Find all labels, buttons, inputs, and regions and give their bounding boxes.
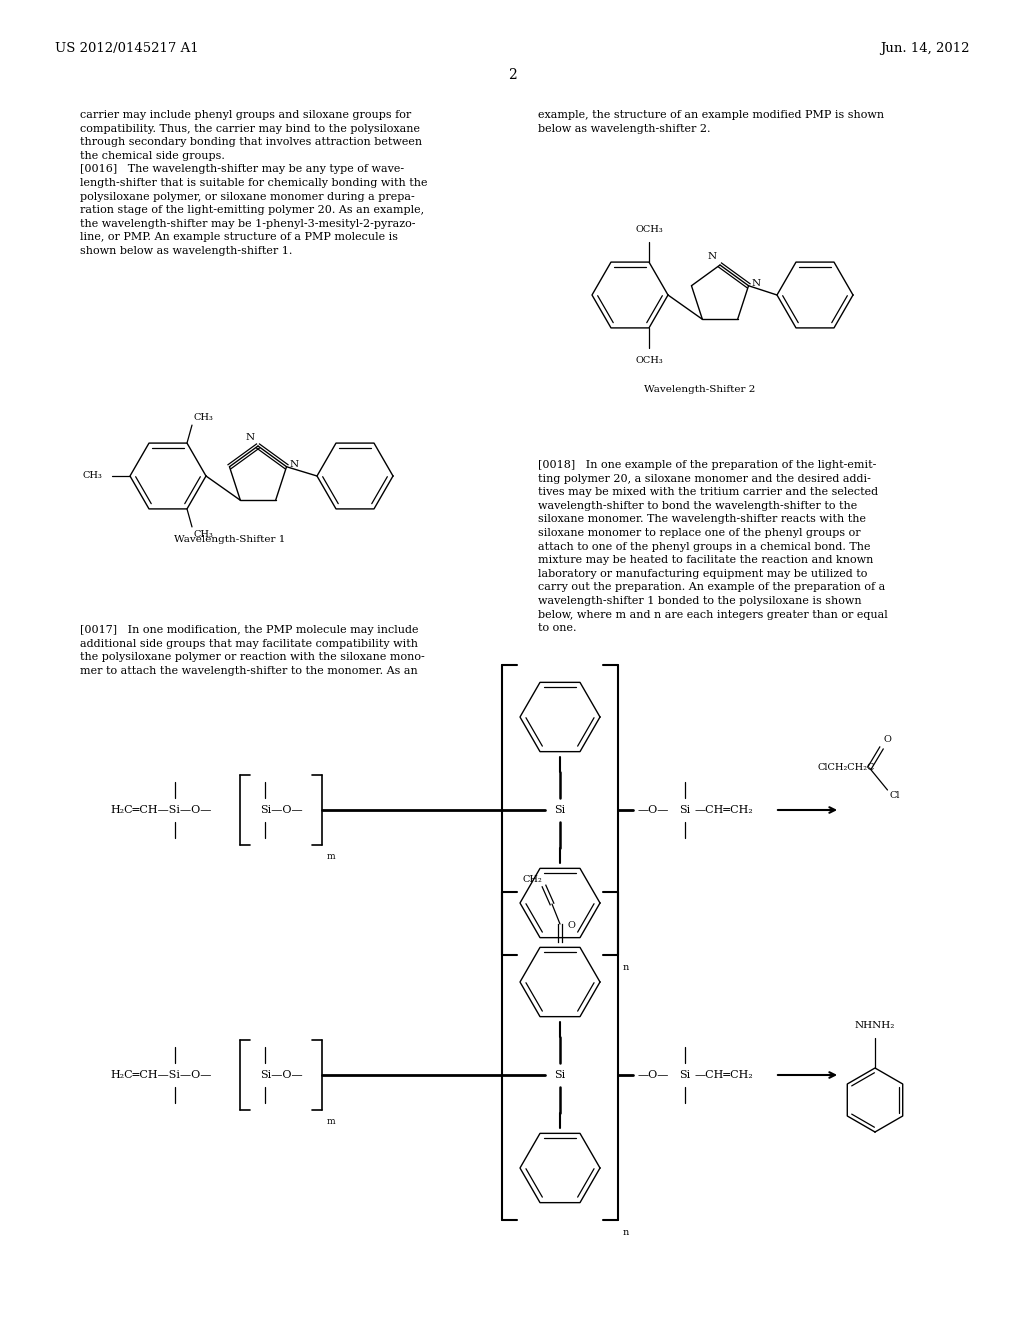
Text: N: N <box>752 280 761 288</box>
Text: Jun. 14, 2012: Jun. 14, 2012 <box>881 42 970 55</box>
Text: 2: 2 <box>508 69 516 82</box>
Text: H₂C═CH—Si—O—: H₂C═CH—Si—O— <box>110 805 211 814</box>
Text: OCH₃: OCH₃ <box>635 226 663 234</box>
Text: Si: Si <box>679 805 690 814</box>
Text: example, the structure of an example modified PMP is shown
below as wavelength-s: example, the structure of an example mod… <box>538 110 884 133</box>
Text: m: m <box>327 1117 336 1126</box>
Text: Si—O—: Si—O— <box>260 1071 303 1080</box>
Text: OCH₃: OCH₃ <box>635 356 663 364</box>
Text: H₂C═CH—Si—O—: H₂C═CH—Si—O— <box>110 1071 211 1080</box>
Text: [0017]   In one modification, the PMP molecule may include
additional side group: [0017] In one modification, the PMP mole… <box>80 624 425 676</box>
Text: carrier may include phenyl groups and siloxane groups for
compatibility. Thus, t: carrier may include phenyl groups and si… <box>80 110 427 256</box>
Text: N: N <box>290 461 299 469</box>
Text: —CH═CH₂: —CH═CH₂ <box>695 1071 754 1080</box>
Text: Si: Si <box>554 805 565 814</box>
Text: CH₂: CH₂ <box>522 874 542 883</box>
Text: US 2012/0145217 A1: US 2012/0145217 A1 <box>55 42 199 55</box>
Text: m: m <box>327 851 336 861</box>
Text: N: N <box>708 252 717 261</box>
Text: Si—O—: Si—O— <box>260 805 303 814</box>
Text: Wavelength-Shifter 1: Wavelength-Shifter 1 <box>174 535 286 544</box>
Text: [0018]   In one example of the preparation of the light-emit-
ting polymer 20, a: [0018] In one example of the preparation… <box>538 459 888 634</box>
Text: O: O <box>568 921 575 931</box>
Text: Si: Si <box>554 1071 565 1080</box>
Text: O: O <box>884 735 891 744</box>
Text: ClCH₂CH₂C: ClCH₂CH₂C <box>817 763 874 772</box>
Text: Si: Si <box>679 1071 690 1080</box>
Text: —O—: —O— <box>638 805 670 814</box>
Text: Wavelength-Shifter 2: Wavelength-Shifter 2 <box>644 385 756 393</box>
Text: —CH═CH₂: —CH═CH₂ <box>695 805 754 814</box>
Text: N: N <box>246 433 255 442</box>
Text: n: n <box>623 964 630 972</box>
Text: CH₃: CH₃ <box>82 471 102 480</box>
Text: Cl: Cl <box>890 792 900 800</box>
Text: —O—: —O— <box>638 1071 670 1080</box>
Text: CH₃: CH₃ <box>194 413 214 421</box>
Text: n: n <box>623 1228 630 1237</box>
Text: CH₃: CH₃ <box>194 531 214 540</box>
Text: NHNH₂: NHNH₂ <box>855 1020 895 1030</box>
